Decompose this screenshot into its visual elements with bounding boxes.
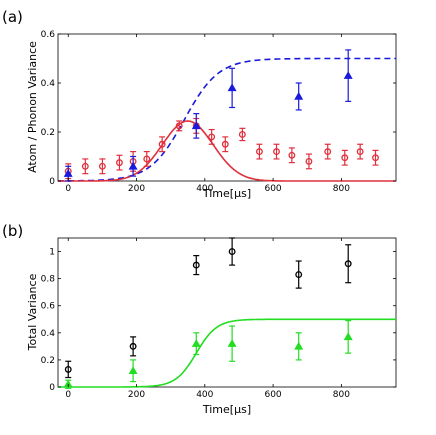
x-axis-label-a: Time[μs] xyxy=(202,187,251,200)
points-a xyxy=(63,49,379,182)
data-point-circle xyxy=(158,140,166,148)
data-point-triangle xyxy=(227,339,237,347)
plot-frame-b xyxy=(57,237,397,388)
data-point-circle xyxy=(116,159,123,167)
y-axis-label-a: Atom / Phonon Variance xyxy=(26,41,39,173)
data-point-triangle xyxy=(63,168,73,177)
x-tick-label: 800 xyxy=(333,184,350,194)
dashed-model-curve xyxy=(58,57,396,182)
data-point-circle xyxy=(288,151,296,159)
data-point-circle xyxy=(341,154,349,162)
panel-label-a: (a) xyxy=(2,8,23,26)
data-point-triangle xyxy=(294,341,304,350)
data-point-circle xyxy=(64,365,72,373)
x-tick-label: 200 xyxy=(128,184,145,194)
data-point-circle xyxy=(344,260,352,268)
data-point-circle xyxy=(81,162,89,170)
data-point-triangle xyxy=(191,339,201,347)
y-tick-label: 0.4 xyxy=(41,79,56,89)
x-tick-label: 400 xyxy=(196,390,213,400)
data-point-circle xyxy=(356,148,364,156)
data-point-circle xyxy=(143,155,151,163)
plot-frame-a xyxy=(57,33,397,182)
data-point-circle xyxy=(192,261,200,269)
data-point-circle xyxy=(324,148,332,156)
data-point-circle xyxy=(372,154,379,162)
panel-label-b: (b) xyxy=(2,222,23,240)
data-point-circle xyxy=(175,122,183,130)
data-point-circle xyxy=(238,130,246,138)
y-tick-label: 0.4 xyxy=(41,329,56,339)
x-ticks-b: 0 200 400 600 800 xyxy=(65,238,350,400)
x-tick-label: 800 xyxy=(333,390,350,400)
data-point-circle xyxy=(295,271,303,279)
curves-b xyxy=(58,318,396,388)
data-point-triangle xyxy=(128,161,138,170)
y-tick-label: 0.6 xyxy=(41,30,56,40)
y-tick-label: 0.6 xyxy=(41,302,56,312)
data-point-circle xyxy=(273,148,280,156)
x-tick-label: 600 xyxy=(264,390,281,400)
data-point-circle xyxy=(208,133,216,141)
data-point-triangle xyxy=(128,366,138,375)
panel-a: (a) 0 200 400 600 800 0 0.2 0.4 0.6 Time[μs] At… xyxy=(2,8,397,200)
data-point-circle xyxy=(255,148,263,156)
data-point-triangle xyxy=(227,83,237,92)
data-point-circle xyxy=(305,157,313,165)
x-tick-label: 200 xyxy=(128,390,145,400)
y-ticks-b: 0 0.2 0.4 0.6 0.8 1 xyxy=(41,248,396,393)
data-point-circle xyxy=(228,248,236,255)
data-point-circle xyxy=(98,162,106,170)
y-tick-label: 1 xyxy=(49,248,55,258)
panel-b: (b) 0 200 400 600 800 0 0.2 0.4 0.6 0.8 1 Time[μs… xyxy=(2,222,397,416)
data-point-triangle xyxy=(343,332,353,341)
x-tick-label: 0 xyxy=(65,184,71,194)
x-axis-label-b: Time[μs] xyxy=(202,403,251,416)
x-tick-label: 600 xyxy=(264,184,281,194)
y-tick-label: 0.2 xyxy=(41,128,55,138)
model-curve xyxy=(58,318,396,388)
y-tick-label: 0 xyxy=(49,383,55,393)
data-point-triangle xyxy=(63,379,73,388)
data-point-triangle xyxy=(343,71,353,79)
model-curve xyxy=(58,120,396,182)
x-tick-label: 400 xyxy=(196,184,213,194)
y-tick-label: 0.2 xyxy=(41,356,55,366)
data-point-triangle xyxy=(294,91,304,100)
y-tick-label: 0.8 xyxy=(41,275,56,285)
y-axis-label-b: Total Variance xyxy=(26,273,39,351)
data-point-circle xyxy=(129,342,137,350)
points-b xyxy=(63,237,353,389)
data-point-circle xyxy=(221,140,229,148)
data-point-triangle xyxy=(191,121,201,130)
x-ticks-a: 0 200 400 600 800 xyxy=(65,34,350,194)
y-tick-label: 0 xyxy=(49,177,55,187)
x-tick-label: 0 xyxy=(65,390,71,400)
curves-a xyxy=(58,57,396,182)
y-ticks-a: 0 0.2 0.4 0.6 xyxy=(41,30,396,187)
